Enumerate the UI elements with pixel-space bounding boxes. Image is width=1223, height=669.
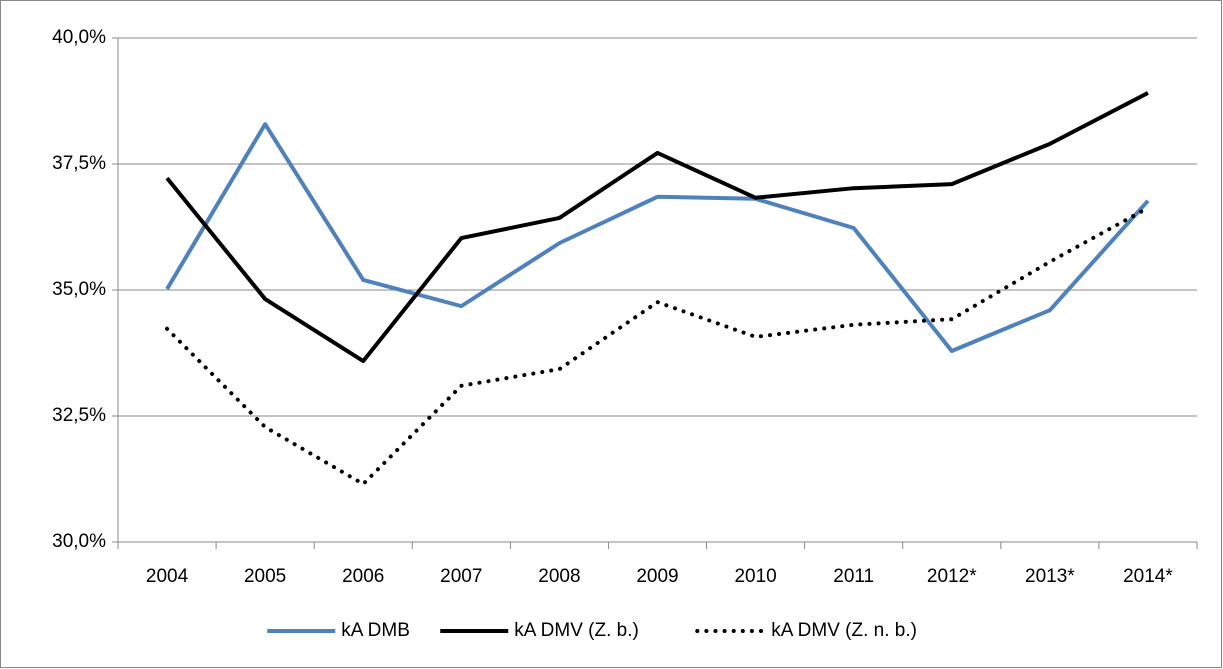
y-tick-label: 35,0% — [52, 279, 106, 300]
y-tick-label: 37,5% — [52, 153, 106, 174]
y-tick-label: 40,0% — [52, 27, 106, 48]
series-line — [165, 91, 1149, 364]
y-tick-label: 32,5% — [52, 405, 106, 426]
x-tick-label: 2010 — [734, 566, 776, 587]
x-tick-label: 2013* — [1025, 566, 1075, 587]
y-tick-label: 30,0% — [52, 531, 106, 552]
x-tick-label: 2011 — [833, 566, 874, 587]
legend-label: kA DMB — [341, 620, 410, 641]
x-tick-label: 2012* — [927, 566, 977, 587]
legend-label: kA DMV (Z. b.) — [514, 620, 639, 641]
x-tick-label: 2005 — [244, 566, 286, 587]
legend-label: kA DMV (Z. n. b.) — [771, 620, 917, 641]
series-line — [165, 205, 1150, 487]
x-tick-label: 2004 — [146, 566, 189, 587]
series-line — [165, 122, 1150, 353]
x-tick-label: 2009 — [636, 566, 678, 587]
x-tick-label: 2006 — [342, 566, 384, 587]
x-tick-label: 2008 — [538, 566, 580, 587]
x-tick-label: 2014* — [1123, 566, 1173, 587]
x-tick-label: 2007 — [440, 566, 482, 587]
